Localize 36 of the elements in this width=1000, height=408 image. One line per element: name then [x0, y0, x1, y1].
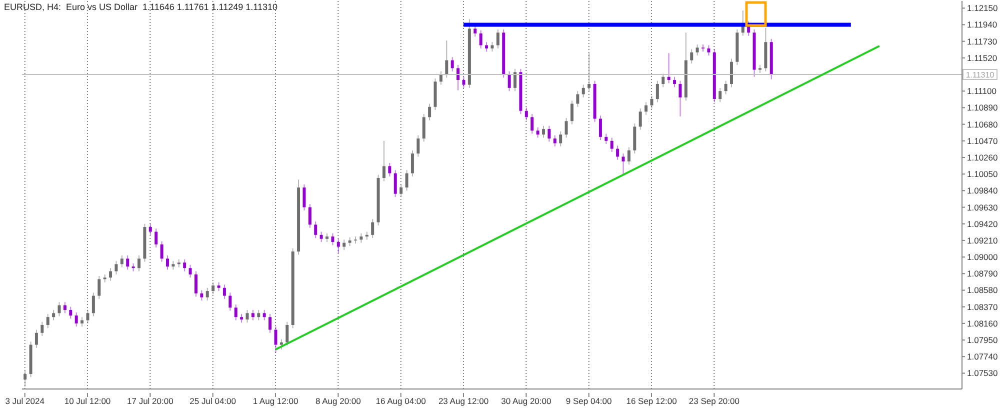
- x-tick-label: 23 Aug 12:00: [438, 396, 489, 406]
- x-tick-label: 8 Aug 20:00: [315, 396, 362, 406]
- y-tick-label: 1.11940: [967, 20, 998, 30]
- y-tick-label: 1.08160: [967, 318, 998, 328]
- x-tick-label: 1 Aug 12:00: [252, 396, 298, 406]
- y-tick-label: 1.11100: [967, 86, 997, 96]
- y-tick-label: 1.08370: [967, 302, 998, 312]
- x-tick-label: 16 Sep 12:00: [626, 396, 678, 406]
- y-tick-label: 1.10050: [967, 169, 998, 180]
- y-tick-label: 1.09000: [967, 252, 998, 262]
- x-tick-label: 10 Jul 12:00: [64, 396, 111, 406]
- y-tick-label: 1.09840: [967, 186, 998, 196]
- x-tick-label: 25 Jul 04:00: [190, 396, 236, 406]
- y-tick-label: 1.07530: [967, 368, 998, 378]
- x-tick-label: 30 Aug 20:00: [501, 396, 552, 406]
- x-tick-label: 16 Aug 04:00: [376, 396, 426, 406]
- x-tick-label: 23 Sep 20:00: [688, 396, 740, 406]
- y-tick-label: 1.11730: [967, 36, 998, 46]
- ref-line-label: 1.11310: [966, 70, 995, 80]
- y-tick-label: 1.07740: [967, 352, 998, 362]
- y-tick-label: 1.09630: [967, 202, 998, 212]
- y-tick-label: 1.10260: [967, 152, 998, 162]
- x-tick-label: 9 Sep 04:00: [566, 396, 612, 406]
- y-tick-label: 1.09420: [967, 218, 998, 229]
- x-tick-label: 3 Jul 2024: [5, 396, 45, 406]
- y-tick-label: 1.07950: [967, 335, 998, 346]
- y-tick-label: 1.08790: [967, 268, 998, 279]
- y-tick-label: 1.08580: [967, 285, 998, 296]
- y-tick-label: 1.11520: [967, 52, 998, 63]
- y-tick-label: 1.10680: [967, 119, 998, 130]
- y-tick-label: 1.10890: [967, 102, 998, 113]
- y-tick-label: 1.12150: [967, 3, 998, 14]
- x-tick-label: 17 Jul 20:00: [127, 396, 174, 406]
- chart-title: EURUSD, H4: Euro vs US Dollar 1.11646 1.11761 1.11249 1.11310: [4, 2, 278, 12]
- y-tick-label: 1.09210: [967, 235, 998, 246]
- y-tick-label: 1.10470: [967, 136, 998, 146]
